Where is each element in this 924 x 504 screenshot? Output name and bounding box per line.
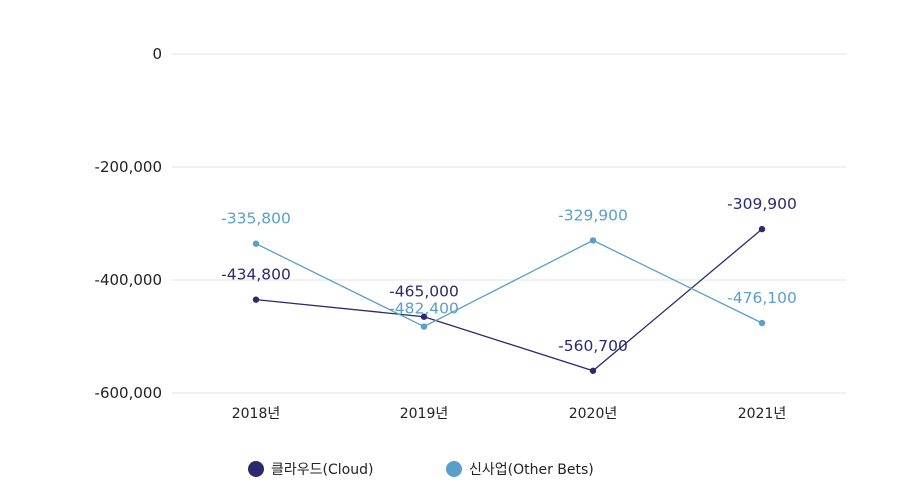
legend: 클라우드(Cloud) 신사업(Other Bets) (248, 461, 594, 478)
data-label: -465,000 (389, 283, 459, 301)
legend-marker (248, 461, 264, 477)
data-label: -309,900 (727, 195, 797, 213)
y-tick-label: 0 (152, 45, 162, 63)
series-line (255, 228, 763, 372)
legend-marker (446, 461, 462, 477)
data-point (420, 323, 428, 330)
data-label: -329,900 (558, 206, 628, 224)
data-point (252, 240, 260, 247)
data-labels: -434,800 -465,000 -560,700 -309,900 -335,800… (221, 195, 797, 355)
legend-label: 신사업(Other Bets) (469, 462, 594, 478)
data-label: -560,700 (558, 337, 628, 355)
x-tick-label: 2018년 (232, 406, 281, 422)
y-axis-ticks: 0 -200,000 -400,000 -600,000 (95, 45, 162, 402)
data-label: -335,800 (221, 210, 291, 228)
series-line (255, 239, 763, 328)
legend-label: 클라우드(Cloud) (271, 462, 373, 478)
grid-lines (172, 53, 846, 394)
data-label: -482,400 (389, 300, 459, 318)
data-point (589, 367, 597, 374)
data-label: -434,800 (221, 266, 291, 284)
y-tick-label: -600,000 (95, 384, 162, 402)
data-point (420, 313, 428, 320)
data-point (758, 225, 766, 233)
y-tick-label: -400,000 (95, 271, 162, 289)
x-tick-label: 2021년 (738, 406, 787, 422)
x-tick-label: 2019년 (400, 406, 449, 422)
data-label: -476,100 (727, 289, 797, 307)
data-point (589, 237, 597, 244)
data-point (252, 296, 260, 303)
x-tick-label: 2020년 (569, 406, 618, 422)
x-axis-ticks: 2018년 2019년 2020년 2021년 (232, 406, 787, 422)
data-point (758, 319, 766, 327)
series-lines (255, 228, 763, 372)
series-points (252, 225, 766, 374)
y-tick-label: -200,000 (95, 158, 162, 176)
